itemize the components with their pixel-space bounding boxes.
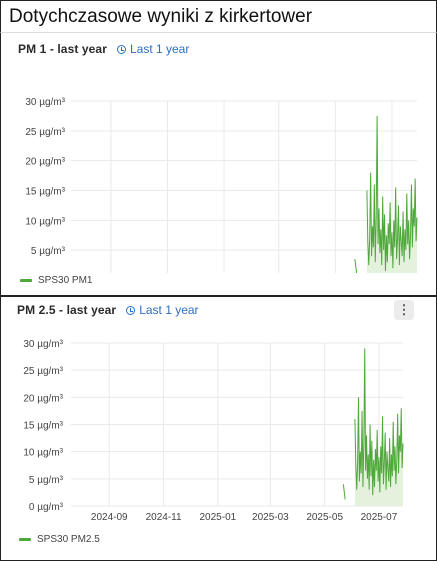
y-tick-label: 10 µg/m³ <box>25 216 65 227</box>
chart-pm1[interactable]: 30 µg/m³ 25 µg/m³ 20 µg/m³ 15 µg/m³ 10 µg/m³… <box>1 59 437 273</box>
y-tick-label: 0 µg/m³ <box>29 502 64 513</box>
legend-label: SPS30 PM2.5 <box>37 534 100 545</box>
time-range-selector[interactable]: Last 1 year <box>116 42 190 56</box>
chart-title: PM 1 - last year <box>18 42 107 56</box>
time-range-label: Last 1 year <box>129 42 190 56</box>
chart-legend[interactable]: SPS30 PM2.5 <box>19 534 100 545</box>
y-tick-label: 20 µg/m³ <box>25 157 65 168</box>
legend-swatch <box>19 538 31 541</box>
y-tick-label: 30 µg/m³ <box>23 339 63 350</box>
x-tick-label: 2024-09 <box>91 512 128 523</box>
y-tick-label: 25 µg/m³ <box>23 366 63 377</box>
series-line <box>354 348 404 496</box>
y-tick-label: 25 µg/m³ <box>25 127 65 138</box>
y-tick-label: 30 µg/m³ <box>25 97 65 108</box>
chart-legend[interactable]: SPS30 PM1 <box>20 275 92 286</box>
x-tick-label: 2024-11 <box>146 512 182 523</box>
x-tick-label: 2025-01 <box>200 512 237 523</box>
card-header: PM 1 - last year Last 1 year <box>1 36 436 62</box>
x-tick-label: 2025-03 <box>252 512 289 523</box>
series-line <box>366 115 418 272</box>
time-range-label: Last 1 year <box>139 303 199 317</box>
chart-card-pm1: PM 1 - last year Last 1 year 30 µg/m³ 25 … <box>0 32 437 296</box>
more-options-button[interactable]: ⋮ <box>394 300 414 320</box>
series-line-segment <box>342 484 346 500</box>
y-tick-label: 5 µg/m³ <box>29 475 64 486</box>
legend-label: SPS30 PM1 <box>38 275 93 286</box>
chart-card-pm25: PM 2.5 - last year Last 1 year ⋮ 30 µg/m… <box>0 296 437 561</box>
card-header: PM 2.5 - last year Last 1 year <box>1 297 436 323</box>
series-line-segment <box>354 259 358 273</box>
y-tick-label: 10 µg/m³ <box>23 448 63 459</box>
y-tick-label: 5 µg/m³ <box>31 246 66 257</box>
page-title: Dotychczasowe wyniki z kirkertower <box>0 0 437 33</box>
legend-swatch <box>20 279 32 282</box>
x-tick-label: 2025-07 <box>361 512 398 523</box>
y-tick-label: 15 µg/m³ <box>23 421 63 432</box>
time-range-selector[interactable]: Last 1 year <box>126 303 199 317</box>
chart-title: PM 2.5 - last year <box>17 303 117 317</box>
clock-icon <box>126 305 136 315</box>
y-tick-label: 15 µg/m³ <box>25 187 65 198</box>
clock-icon <box>116 44 126 54</box>
chart-pm25[interactable]: 30 µg/m³ 25 µg/m³ 20 µg/m³ 15 µg/m³ 10 µg/m³… <box>1 325 437 531</box>
x-tick-label: 2025-05 <box>306 512 343 523</box>
y-tick-label: 20 µg/m³ <box>23 393 63 404</box>
